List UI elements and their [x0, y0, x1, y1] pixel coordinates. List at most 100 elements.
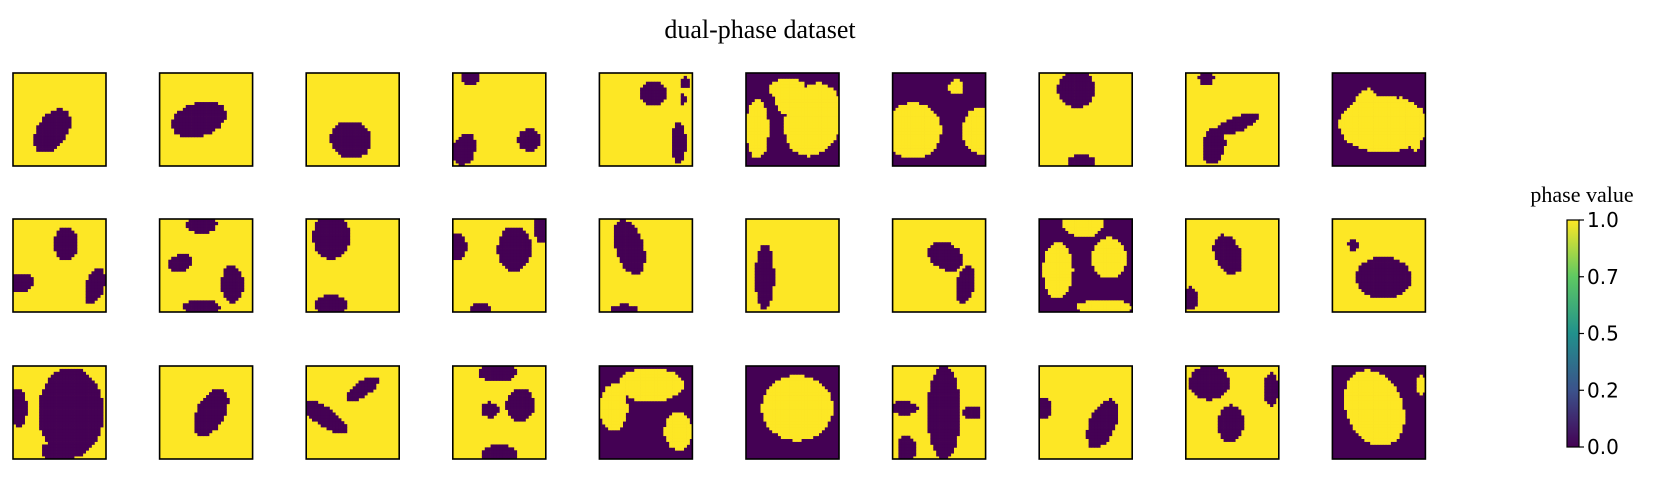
phase-cell	[1206, 139, 1210, 144]
phase-cell	[780, 110, 785, 115]
phase-cell	[1062, 219, 1066, 223]
phase-cell	[1065, 288, 1069, 293]
phase-cell	[1103, 274, 1107, 278]
phase-cell	[209, 219, 213, 223]
phase-cell	[332, 256, 336, 261]
phase-cell	[1226, 271, 1230, 275]
phase-cell	[1393, 282, 1397, 287]
phase-cell	[59, 412, 63, 416]
phase-cell	[461, 163, 465, 167]
phase-cell	[807, 136, 811, 141]
phase-cell	[47, 421, 52, 425]
phase-cell	[1405, 122, 1409, 126]
phase-cell	[1103, 239, 1107, 243]
phase-cell	[804, 139, 808, 144]
phase-cell	[1249, 116, 1253, 120]
phase-cell	[760, 297, 764, 301]
phase-cell	[1396, 262, 1400, 266]
phase-cell	[1405, 125, 1409, 129]
phase-cell	[53, 145, 57, 149]
phase-cell	[1355, 107, 1359, 112]
phase-cell	[1074, 157, 1078, 161]
phase-cell	[85, 297, 89, 301]
phase-cell	[833, 93, 837, 97]
phase-cell	[326, 306, 330, 310]
phase-cell	[1097, 306, 1101, 310]
phase-cell	[804, 119, 808, 123]
phase-cell	[464, 157, 468, 161]
phase-cell	[795, 107, 799, 112]
phase-cell	[352, 125, 356, 129]
phase-cell	[760, 151, 764, 155]
phase-cell	[895, 131, 899, 135]
phase-cell	[1203, 148, 1207, 152]
phase-cell	[516, 242, 520, 246]
phase-cell	[1117, 253, 1121, 258]
phase-cell	[56, 113, 60, 117]
phase-cell	[959, 288, 963, 293]
phase-cell	[522, 142, 526, 147]
phase-cell	[505, 230, 509, 234]
phase-cell	[801, 142, 805, 147]
phase-cell	[74, 415, 78, 419]
phase-cell	[44, 128, 49, 132]
phase-cell	[1370, 93, 1374, 97]
phase-cell	[801, 148, 805, 152]
phase-cell	[21, 280, 25, 284]
phase-cell	[1370, 131, 1374, 135]
phase-cell	[79, 368, 84, 373]
phase-cell	[343, 248, 348, 252]
phase-cell	[1393, 136, 1397, 141]
phase-cell	[85, 380, 89, 384]
phase-cell	[355, 142, 359, 147]
phase-cell	[634, 265, 638, 269]
phase-cell	[956, 277, 960, 281]
phase-cell	[206, 230, 210, 234]
phase-cell	[1393, 280, 1397, 284]
phase-cell	[786, 128, 790, 132]
phase-cell	[349, 125, 354, 129]
phase-cell	[88, 421, 92, 425]
phase-cell	[39, 424, 43, 428]
phase-cell	[1381, 110, 1386, 115]
phase-cell	[1088, 163, 1092, 167]
phase-cell	[85, 400, 89, 405]
phase-cell	[619, 236, 623, 240]
phase-cell	[94, 412, 98, 416]
phase-cell	[188, 122, 192, 126]
phase-cell	[53, 239, 57, 243]
phase-cell	[1094, 303, 1098, 307]
phase-cell	[335, 139, 339, 144]
phase-cell	[979, 116, 984, 120]
phase-cell	[815, 87, 820, 91]
phase-cell	[39, 148, 43, 152]
phase-cell	[62, 368, 66, 373]
phase-cell	[68, 412, 72, 416]
phase-cell	[68, 236, 72, 240]
phase-cell	[751, 119, 756, 123]
phase-cell	[772, 84, 776, 88]
phase-cell	[1108, 300, 1113, 304]
phase-cell	[42, 116, 46, 120]
phase-cell	[1232, 265, 1236, 269]
phase-cell	[1355, 102, 1359, 106]
phase-cell	[976, 110, 981, 115]
phase-cell	[1065, 265, 1069, 269]
phase-cell	[338, 253, 342, 258]
phase-cell	[1390, 277, 1394, 281]
phase-cell	[346, 134, 351, 138]
phase-cell	[1094, 268, 1098, 272]
phase-cell	[100, 268, 104, 272]
phase-cell	[1088, 306, 1092, 310]
phase-cell	[757, 122, 761, 126]
phase-cell	[461, 78, 465, 83]
phase-cell	[795, 139, 799, 144]
phase-cell	[91, 421, 95, 425]
phase-cell	[1361, 107, 1365, 112]
phase-cell	[915, 113, 920, 117]
phase-cell	[1402, 104, 1406, 109]
phase-cell	[79, 406, 84, 410]
phase-cell	[783, 87, 788, 91]
phase-cell	[912, 119, 917, 123]
phase-cell	[209, 116, 213, 120]
